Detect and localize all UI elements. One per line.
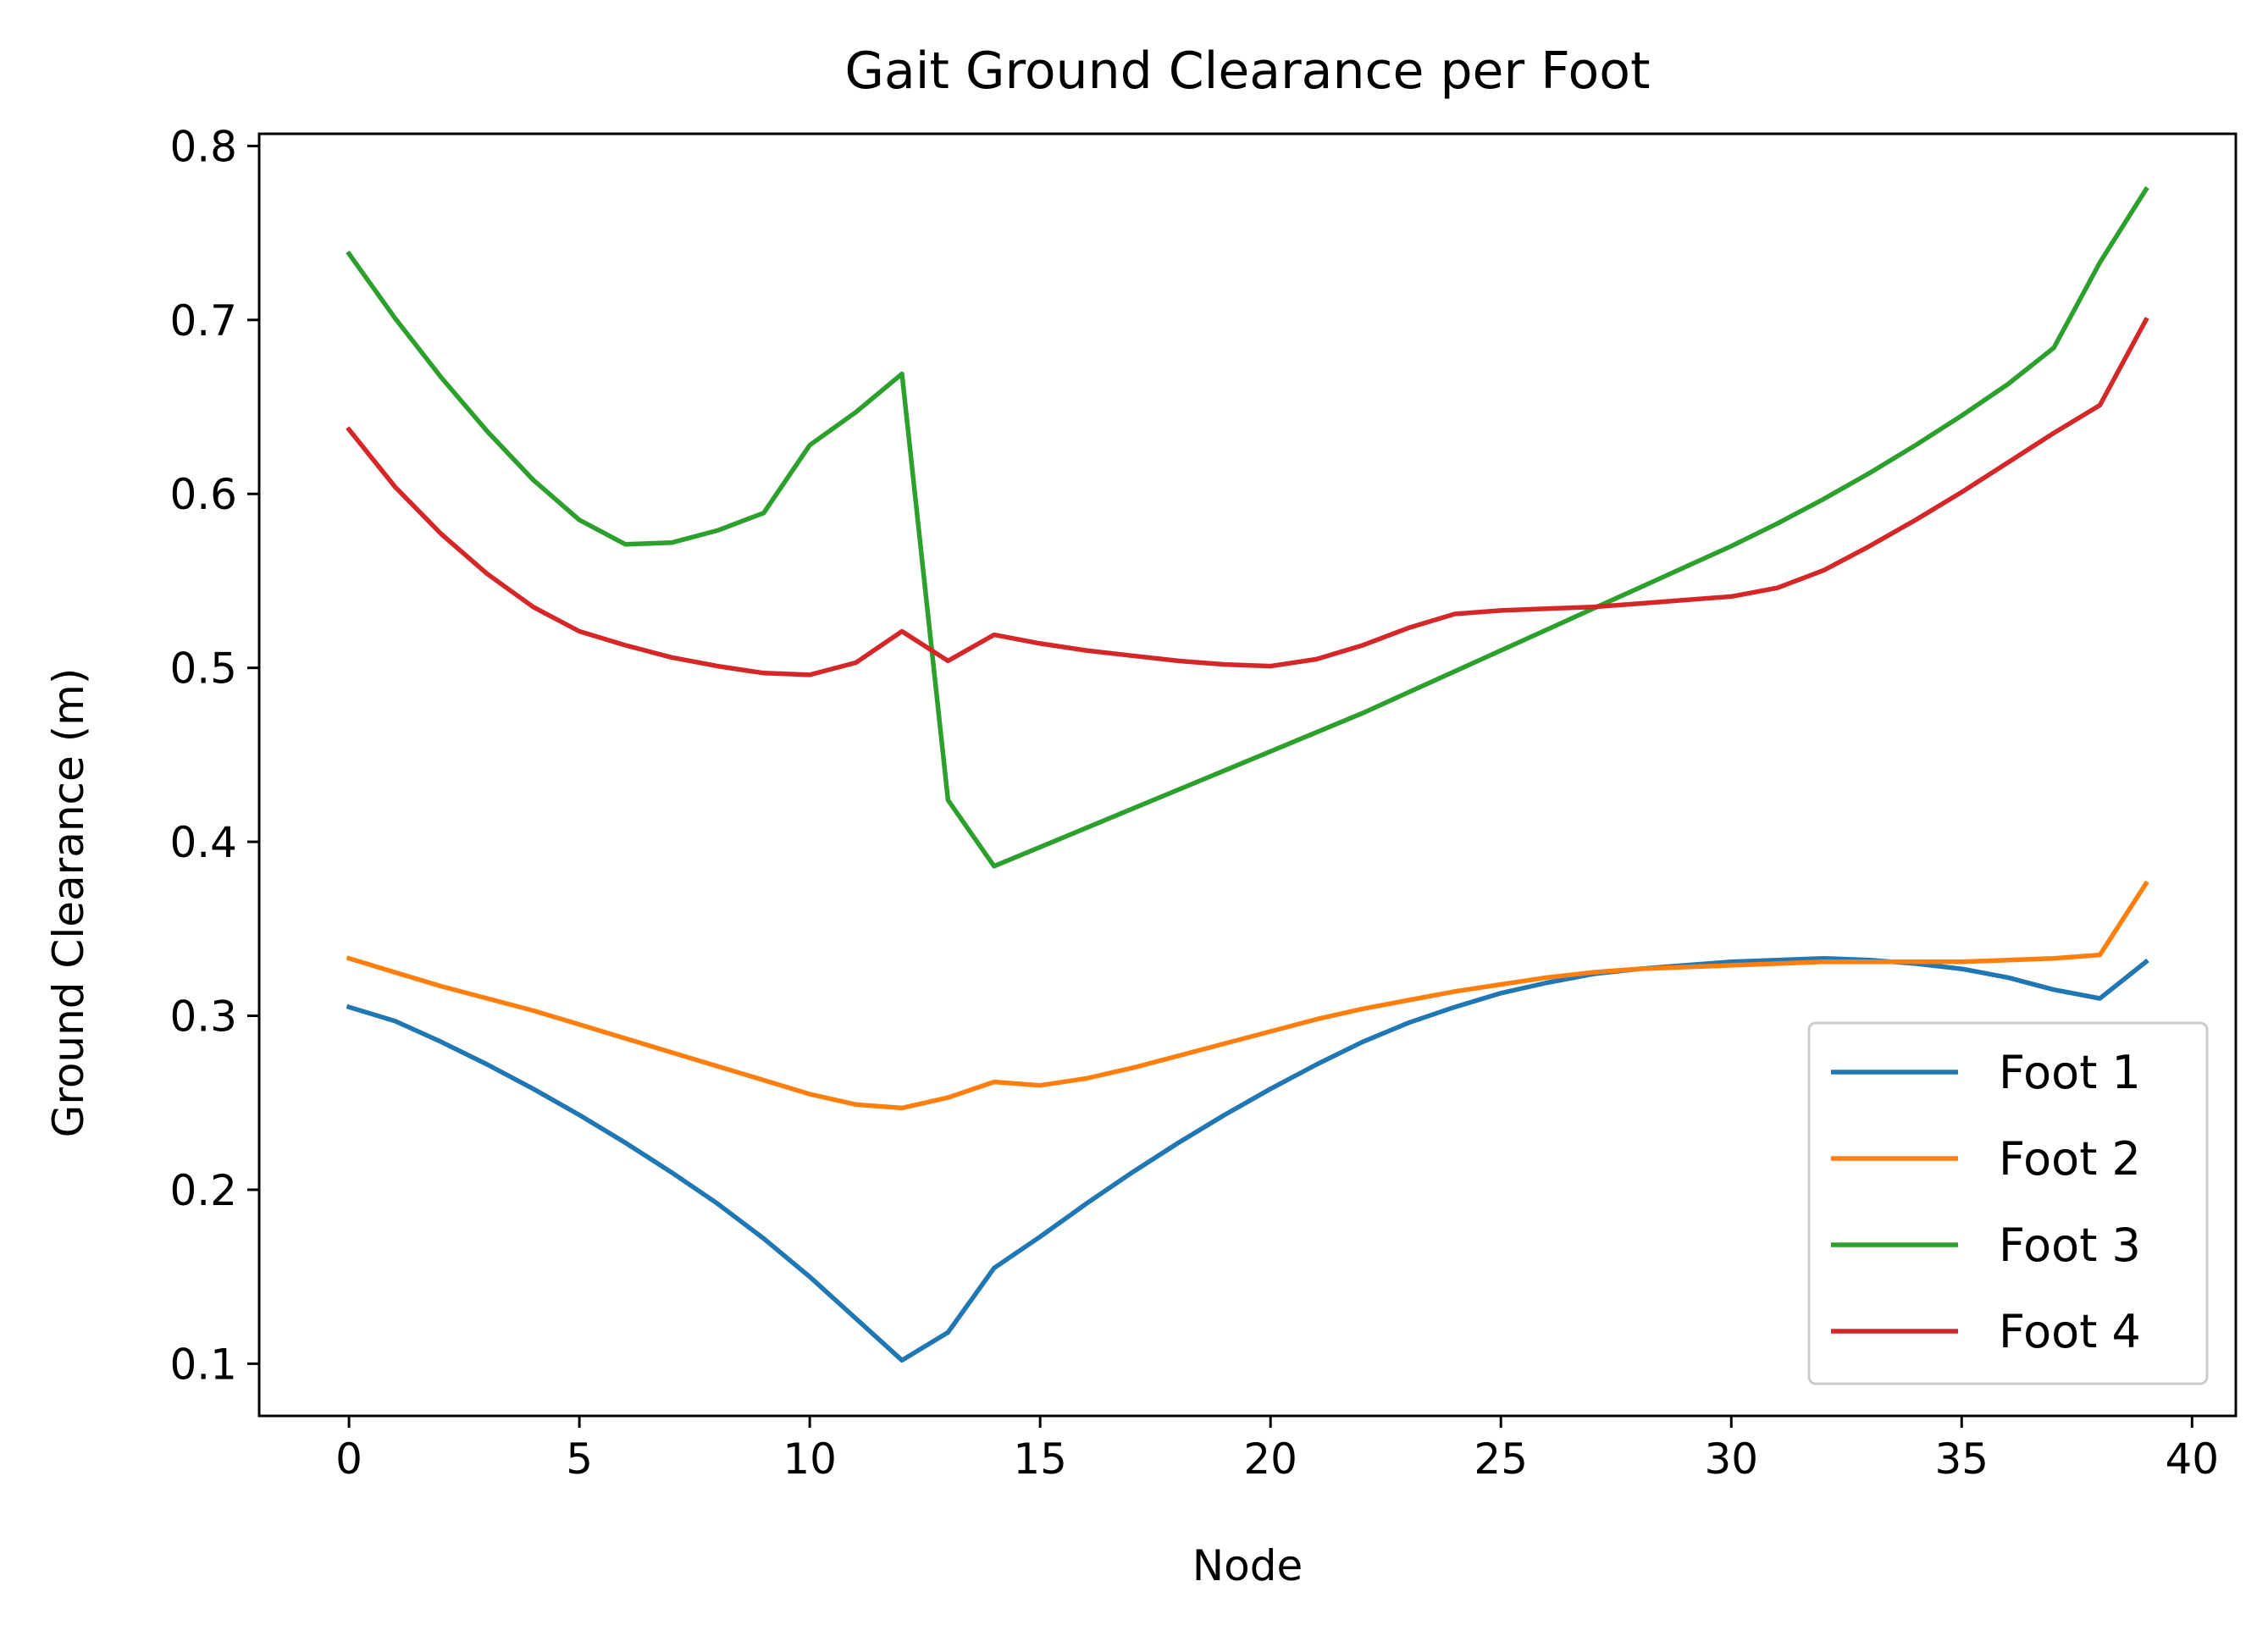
y-axis: 0.1 0.2 0.3 0.4 0.5 0.6 0.7 0.8 — [169, 122, 259, 1389]
x-tick-label: 35 — [1934, 1435, 1989, 1484]
x-axis-label: Node — [1192, 1541, 1303, 1590]
x-tick-label: 40 — [2166, 1435, 2220, 1484]
plot-area — [346, 185, 2149, 1363]
legend-label-foot-2: Foot 2 — [1999, 1132, 2141, 1186]
y-tick-label: 0.6 — [169, 470, 237, 519]
series-line-foot-3 — [346, 185, 2149, 869]
y-tick-label: 0.4 — [169, 818, 237, 867]
series-line-foot-1 — [346, 955, 2149, 1363]
x-tick-label: 30 — [1704, 1435, 1758, 1484]
x-tick-label: 25 — [1474, 1435, 1528, 1484]
legend-label-foot-1: Foot 1 — [1999, 1046, 2141, 1099]
x-axis: 0 5 10 15 20 25 30 35 40 — [335, 1416, 2219, 1484]
y-tick-label: 0.5 — [169, 644, 237, 694]
y-tick-label: 0.3 — [169, 992, 237, 1042]
x-tick-label: 10 — [783, 1435, 837, 1484]
legend-label-foot-3: Foot 3 — [1999, 1219, 2141, 1272]
legend-box — [1807, 1021, 2209, 1385]
chart-title: Gait Ground Clearance per Foot — [844, 41, 1650, 101]
legend-label-foot-4: Foot 4 — [1999, 1305, 2141, 1358]
x-tick-label: 5 — [566, 1435, 593, 1484]
x-tick-label: 20 — [1243, 1435, 1297, 1484]
series-line-foot-4 — [346, 317, 2149, 677]
x-tick-label: 0 — [335, 1435, 362, 1484]
y-tick-label: 0.2 — [169, 1166, 237, 1215]
y-tick-label: 0.7 — [169, 296, 237, 346]
legend: Foot 1 Foot 2 Foot 3 Foot 4 — [1807, 1021, 2209, 1385]
x-tick-label: 15 — [1013, 1435, 1067, 1484]
y-axis-label: Ground Clearance (m) — [44, 668, 93, 1138]
y-tick-label: 0.1 — [169, 1340, 237, 1389]
series-line-foot-2 — [346, 880, 2149, 1111]
plot-frame — [257, 132, 2238, 1418]
y-tick-label: 0.8 — [169, 122, 237, 171]
